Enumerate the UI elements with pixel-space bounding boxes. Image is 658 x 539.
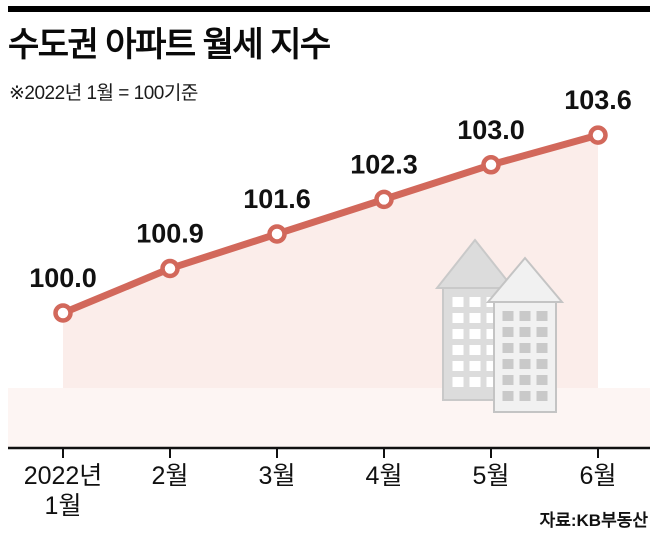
data-point-label: 102.3 <box>350 149 418 179</box>
x-axis-label: 5월 <box>473 462 510 490</box>
x-axis-label: 2월 <box>152 462 189 490</box>
data-point-marker <box>588 125 608 145</box>
source-label: 자료:KB부동산 <box>539 511 648 530</box>
data-point-label: 103.6 <box>564 85 632 115</box>
data-point-marker <box>160 258 180 279</box>
top-rule <box>8 6 650 12</box>
data-point-marker <box>267 224 287 244</box>
apartment-buildings-icon <box>434 238 565 413</box>
data-point-label: 101.6 <box>243 184 311 214</box>
x-axis-label: 6월 <box>580 462 617 490</box>
data-point-marker <box>481 155 501 175</box>
data-point-label: 103.0 <box>457 115 525 145</box>
index-line <box>59 131 602 317</box>
data-point-marker <box>374 189 394 210</box>
x-axis-label: 3월 <box>259 462 296 490</box>
data-point-marker <box>53 303 73 323</box>
chart-title: 수도권 아파트 월세 지수 <box>8 26 331 64</box>
x-axis-label: 4월 <box>366 462 403 490</box>
data-point-label: 100.0 <box>29 263 97 293</box>
data-point-label: 100.9 <box>136 219 204 249</box>
chart-series: 100.0 100.9 101.6 102.3 103.0 103.6 2022년 1월 2월 3… <box>8 85 650 520</box>
x-axis-label: 2022년 1월 <box>24 462 103 520</box>
baseline-note: ※2022년 1월 = 100기준 <box>9 83 198 104</box>
building-glyph <box>485 256 565 413</box>
